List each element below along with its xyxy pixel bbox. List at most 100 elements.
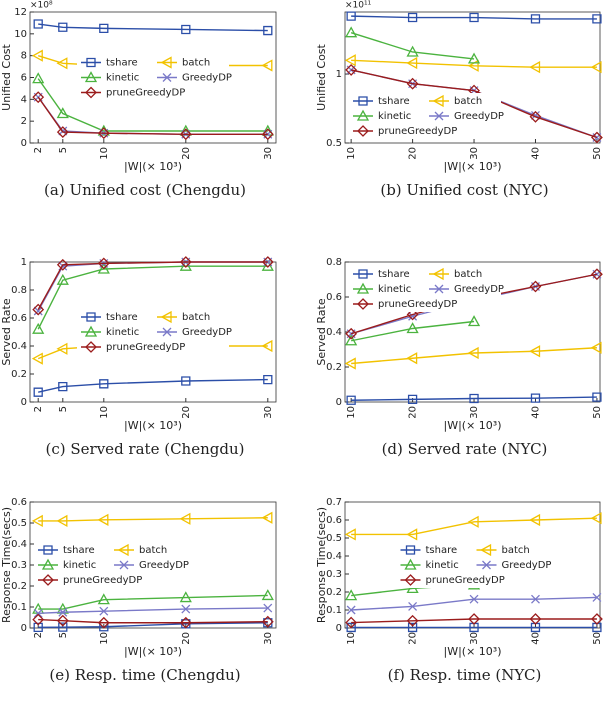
marker [407, 12, 418, 23]
y-tick-label: 2 [21, 116, 27, 127]
marker [58, 381, 68, 392]
series-line [38, 517, 268, 522]
legend-label: kinetic [63, 560, 96, 571]
y-tick-label: 0.3 [11, 560, 27, 571]
y-tick-label: 10 [14, 29, 27, 40]
legend-marker [356, 282, 370, 294]
legend-label: tshare [63, 545, 95, 556]
marker [32, 303, 45, 316]
marker [179, 591, 192, 603]
y-tick-label: 4 [21, 94, 27, 105]
legend-label: tshare [106, 312, 138, 323]
marker [31, 49, 43, 62]
panel: 0 0.2 0.4 0.6 0.8 10 20 30 40 50 Served Rate |W|(× … [315, 257, 603, 458]
panel: 0.5 1 10 20 30 40 50 ×10¹¹ Unified Cost |W|(× 10³… [315, 1, 603, 200]
marker [56, 258, 69, 271]
series-line [37, 96, 268, 135]
x-tick-label: 10 [346, 406, 357, 419]
marker [529, 613, 542, 625]
x-tick-label: 20 [408, 406, 419, 419]
x-axis-title: |W|(× 10³) [124, 419, 182, 432]
y-tick-label: 0.8 [326, 257, 342, 268]
marker [33, 608, 43, 618]
marker [467, 52, 481, 64]
legend-marker [434, 111, 444, 121]
y-tick-label: 1 [336, 69, 342, 80]
legend-label: pruneGreedyDP [378, 299, 457, 310]
y-tick-label: 0.4 [11, 539, 27, 550]
marker [56, 107, 69, 119]
series-line [38, 607, 268, 614]
legend-marker [86, 57, 96, 68]
marker [179, 259, 192, 271]
marker [33, 387, 43, 397]
legend-marker [358, 269, 368, 279]
marker [346, 11, 356, 21]
x-tick-label: 10 [346, 147, 357, 160]
x-tick-label: 30 [469, 147, 480, 160]
legend-marker [480, 543, 492, 557]
marker [179, 616, 192, 629]
marker [99, 379, 109, 389]
legend-marker [404, 558, 417, 570]
marker [469, 594, 479, 604]
y-tick-label: 0.2 [11, 581, 27, 592]
marker [344, 357, 356, 370]
x-axis-title: |W|(× 10³) [124, 160, 182, 173]
legend-marker [43, 545, 53, 555]
marker [529, 513, 541, 527]
legend-label: batch [454, 269, 482, 280]
legend-label: kinetic [106, 73, 139, 84]
series-line [351, 618, 597, 624]
x-tick-label: 40 [530, 147, 541, 160]
marker [99, 23, 109, 34]
y-tick-label: 0 [21, 623, 27, 634]
marker [406, 352, 418, 365]
legend-label: GreedyDP [139, 560, 189, 571]
y-tick-label: 0.7 [326, 497, 342, 508]
x-tick-label: 40 [530, 406, 541, 419]
x-tick-label: 5 [58, 406, 69, 412]
marker [99, 606, 109, 616]
y-tick-label: 0.4 [11, 341, 27, 352]
legend-label: GreedyDP [454, 284, 504, 295]
y-tick-label: 0.1 [326, 605, 342, 616]
y-multiplier: ×10⁸ [30, 1, 53, 11]
series-line [350, 69, 598, 139]
legend-marker [85, 341, 97, 353]
legend: tshare batch kinetic GreedyDP pruneGreedyDP [77, 309, 232, 355]
legend-label: tshare [378, 96, 410, 107]
x-tick-label: 30 [263, 147, 274, 160]
legend-label: tshare [426, 545, 458, 556]
marker [467, 315, 481, 327]
marker [56, 126, 69, 139]
series-line [351, 396, 597, 401]
legend-label: pruneGreedyDP [426, 575, 505, 586]
marker [261, 59, 273, 72]
x-tick-label: 2 [33, 406, 44, 412]
marker [346, 395, 356, 405]
legend-marker [356, 109, 370, 121]
legend-marker [358, 96, 368, 106]
marker [529, 280, 542, 293]
legend-marker [482, 560, 491, 570]
legend-label: kinetic [106, 327, 139, 338]
y-axis-title: Unified Cost [315, 43, 328, 110]
y-tick-label: 0.2 [11, 369, 27, 380]
marker [345, 26, 358, 38]
series-line [38, 594, 268, 610]
y-multiplier: ×10¹¹ [345, 1, 372, 11]
legend-marker [357, 125, 369, 137]
series-line [351, 59, 597, 68]
y-axis-title: Response Time(secs) [0, 507, 13, 623]
y-tick-label: 1 [21, 257, 27, 268]
marker [97, 593, 110, 605]
series-line [351, 15, 597, 20]
marker [406, 77, 419, 90]
marker [179, 128, 192, 141]
marker [345, 63, 358, 76]
marker [590, 61, 602, 74]
y-tick-label: 0 [21, 397, 27, 408]
marker [33, 19, 43, 29]
y-tick-label: 0 [336, 623, 342, 634]
